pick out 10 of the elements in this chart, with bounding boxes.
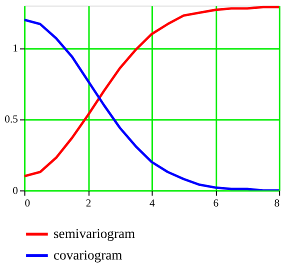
- x-tick-label: 6: [213, 197, 220, 210]
- y-tick-label: 1: [12, 42, 18, 55]
- x-tick-label: 8: [274, 197, 280, 210]
- x-tick-label: 2: [86, 197, 92, 210]
- legend-label: covariogram: [53, 247, 123, 262]
- y-tick-label: 0.5: [4, 114, 18, 126]
- x-tick-label: 4: [150, 197, 156, 210]
- x-tick-label: 0: [24, 197, 30, 210]
- legend-label: semivariogram: [53, 226, 136, 242]
- y-tick-label: 0: [12, 184, 18, 197]
